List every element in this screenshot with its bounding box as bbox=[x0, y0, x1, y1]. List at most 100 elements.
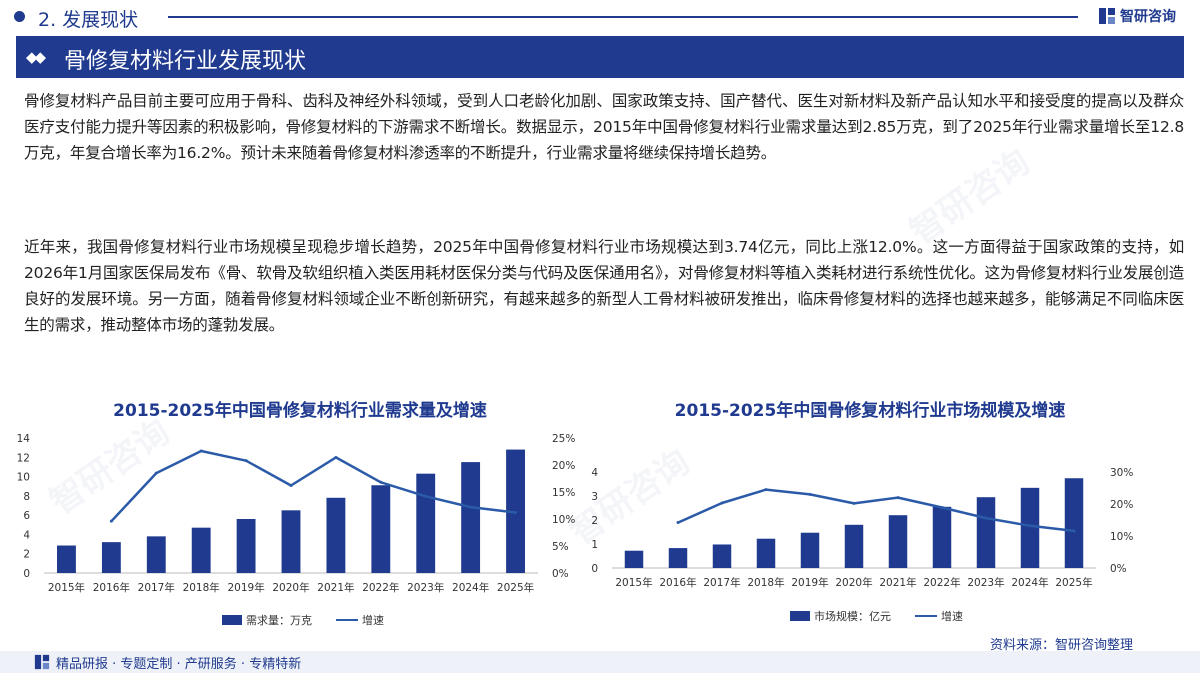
y-right-tick: 15% bbox=[552, 487, 575, 499]
y-left-tick: 8 bbox=[23, 491, 30, 503]
bar bbox=[236, 519, 256, 573]
x-tick-label: 2019年 bbox=[227, 581, 264, 594]
x-tick-label: 2019年 bbox=[791, 576, 828, 589]
growth-point bbox=[379, 480, 383, 484]
y-right-tick: 0% bbox=[1110, 563, 1127, 575]
growth-line bbox=[110, 449, 516, 523]
y-right-tick: 30% bbox=[1110, 467, 1133, 479]
x-tick-label: 2023年 bbox=[967, 576, 1004, 589]
x-tick-label: 2022年 bbox=[923, 576, 960, 589]
bar bbox=[976, 497, 996, 568]
x-tick-label: 2017年 bbox=[138, 581, 175, 594]
growth-point bbox=[984, 516, 988, 520]
x-tick-label: 2020年 bbox=[835, 576, 872, 589]
y-left-tick: 3 bbox=[591, 491, 598, 503]
brand: 智研咨询 bbox=[1098, 6, 1176, 26]
footer-bar: 精品研报 · 专题定制 · 产研服务 · 专精特新 bbox=[0, 651, 1200, 673]
growth-point bbox=[940, 506, 944, 510]
legend-line-label: 增速 bbox=[362, 614, 384, 627]
title-bar: ◆◆ 骨修复材料行业发展现状 bbox=[16, 36, 1184, 78]
bar bbox=[844, 524, 864, 568]
growth-point bbox=[676, 521, 680, 525]
bar bbox=[668, 548, 688, 568]
y-right-tick: 0% bbox=[552, 568, 569, 580]
y-left-tick: 10 bbox=[17, 472, 30, 484]
y-left-tick: 6 bbox=[23, 510, 30, 522]
x-tick-label: 2024年 bbox=[452, 581, 489, 594]
bar bbox=[461, 462, 481, 573]
y-left-tick: 4 bbox=[591, 467, 598, 479]
bar bbox=[57, 545, 76, 573]
growth-line bbox=[677, 488, 1075, 533]
y-right-tick: 20% bbox=[552, 460, 575, 472]
section-label: 2. 发展现状 bbox=[38, 9, 139, 31]
y-right-tick: 5% bbox=[552, 541, 569, 553]
growth-point bbox=[720, 501, 724, 505]
y-right-tick: 10% bbox=[552, 514, 575, 526]
x-tick-label: 2021年 bbox=[879, 576, 916, 589]
x-tick-label: 2016年 bbox=[93, 581, 130, 594]
y-right-tick: 20% bbox=[1110, 499, 1133, 511]
y-left-tick: 0 bbox=[591, 563, 598, 575]
header-divider bbox=[168, 16, 1078, 18]
x-tick-label: 2016年 bbox=[659, 576, 696, 589]
legend-line-swatch bbox=[336, 619, 358, 621]
x-tick-label: 2025年 bbox=[1055, 576, 1092, 589]
growth-point bbox=[334, 455, 338, 459]
paragraph-market: 近年来，我国骨修复材料行业市场规模呈现稳步增长趋势，2025年中国骨修复材料行业… bbox=[24, 238, 1184, 334]
footer-text: 精品研报 · 专题定制 · 产研服务 · 专精特新 bbox=[56, 657, 302, 672]
growth-point bbox=[1028, 524, 1032, 528]
x-tick-label: 2018年 bbox=[747, 576, 784, 589]
growth-point bbox=[244, 459, 248, 463]
bar bbox=[371, 485, 391, 573]
x-tick-label: 2018年 bbox=[183, 581, 220, 594]
bar bbox=[191, 527, 211, 573]
x-tick-label: 2015年 bbox=[615, 576, 652, 589]
bar bbox=[1064, 478, 1084, 568]
y-left-tick: 2 bbox=[23, 549, 30, 561]
x-tick-label: 2025年 bbox=[497, 581, 534, 594]
paragraph-demand: 骨修复材料产品目前主要可应用于骨科、齿科及神经外科领域，受到人口老龄化加剧、国家… bbox=[24, 92, 1184, 162]
chart-title-market: 2015-2025年中国骨修复材料行业市场规模及增速 bbox=[674, 401, 1066, 421]
bar bbox=[1020, 487, 1040, 568]
bar bbox=[326, 497, 346, 573]
growth-point bbox=[424, 494, 428, 498]
bullet-dot-icon bbox=[14, 11, 25, 22]
bar bbox=[888, 515, 908, 568]
x-tick-label: 2015年 bbox=[48, 581, 85, 594]
page-title: 骨修复材料行业发展现状 bbox=[64, 49, 307, 74]
x-tick-label: 2023年 bbox=[407, 581, 444, 594]
y-left-tick: 14 bbox=[17, 433, 31, 445]
bar bbox=[932, 506, 952, 568]
bar bbox=[416, 473, 436, 573]
growth-point bbox=[109, 519, 113, 523]
y-left-tick: 1 bbox=[591, 539, 598, 551]
y-left-tick: 12 bbox=[17, 452, 30, 464]
legend-market: 市场规模：亿元 增速 bbox=[790, 608, 987, 624]
diamond-icon: ◆◆ bbox=[26, 48, 46, 66]
y-left-tick: 4 bbox=[23, 529, 30, 541]
legend-bar-label: 市场规模：亿元 bbox=[814, 610, 891, 623]
legend-line-label: 增速 bbox=[941, 610, 963, 623]
x-tick-label: 2021年 bbox=[317, 581, 354, 594]
top-bar: 2. 发展现状 智研咨询 bbox=[0, 0, 1200, 36]
x-tick-label: 2017年 bbox=[703, 576, 740, 589]
market-chart: 0 1 2 3 4 0% 10% 20% 30% 2015年 2016年 2017年 2018年 2019… bbox=[591, 467, 1133, 589]
bar bbox=[624, 550, 644, 568]
brand-name: 智研咨询 bbox=[1120, 9, 1176, 25]
growth-point bbox=[808, 492, 812, 496]
y-left-tick: 2 bbox=[591, 515, 598, 527]
y-right-tick: 25% bbox=[552, 433, 575, 445]
x-tick-label: 2020年 bbox=[272, 581, 309, 594]
growth-point bbox=[764, 488, 768, 492]
x-tick-label: 2024年 bbox=[1011, 576, 1048, 589]
y-right-tick: 10% bbox=[1110, 531, 1133, 543]
growth-point bbox=[514, 511, 518, 515]
bar bbox=[146, 536, 166, 573]
footer-logo-icon bbox=[34, 654, 50, 670]
growth-point bbox=[852, 501, 856, 505]
growth-point bbox=[289, 484, 293, 488]
bar bbox=[101, 542, 121, 573]
demand-chart: 0 2 4 6 8 10 12 14 0% 5% 10% 15% 20% 25% 2015年 2016年 201… bbox=[17, 433, 576, 594]
source-note: 资料来源：智研咨询整理 bbox=[990, 638, 1134, 653]
